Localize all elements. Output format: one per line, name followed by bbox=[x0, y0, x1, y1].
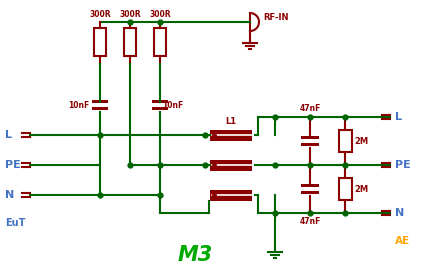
Text: 47nF: 47nF bbox=[299, 217, 321, 226]
Bar bbox=[301, 191, 319, 194]
Bar bbox=[301, 136, 319, 139]
Bar bbox=[92, 107, 108, 110]
Bar bbox=[152, 107, 168, 110]
Text: 300R: 300R bbox=[149, 10, 171, 19]
Text: L: L bbox=[5, 130, 12, 140]
Text: 10nF: 10nF bbox=[68, 101, 89, 109]
Text: 10nF: 10nF bbox=[162, 101, 183, 109]
Bar bbox=[92, 100, 108, 103]
Text: M3: M3 bbox=[177, 245, 213, 265]
Bar bbox=[210, 130, 252, 140]
Text: AE: AE bbox=[395, 236, 410, 246]
Bar bbox=[338, 130, 352, 152]
Text: N: N bbox=[395, 208, 404, 218]
Text: L1: L1 bbox=[225, 117, 237, 127]
Bar bbox=[338, 178, 352, 200]
Bar bbox=[210, 189, 252, 201]
Bar bbox=[152, 100, 168, 103]
Bar bbox=[124, 28, 136, 56]
Text: 47nF: 47nF bbox=[299, 104, 321, 113]
Bar bbox=[154, 28, 166, 56]
Bar bbox=[301, 143, 319, 146]
Text: 2M: 2M bbox=[354, 137, 368, 145]
Text: RF-IN: RF-IN bbox=[263, 14, 289, 22]
Bar bbox=[94, 28, 106, 56]
Text: PE: PE bbox=[5, 160, 21, 170]
Text: 300R: 300R bbox=[89, 10, 111, 19]
Text: EuT: EuT bbox=[5, 218, 26, 228]
Text: N: N bbox=[5, 190, 14, 200]
Text: 300R: 300R bbox=[119, 10, 141, 19]
Text: 2M: 2M bbox=[354, 184, 368, 194]
Bar bbox=[210, 160, 252, 171]
Bar bbox=[301, 184, 319, 187]
Text: L: L bbox=[395, 112, 402, 122]
Text: PE: PE bbox=[395, 160, 411, 170]
